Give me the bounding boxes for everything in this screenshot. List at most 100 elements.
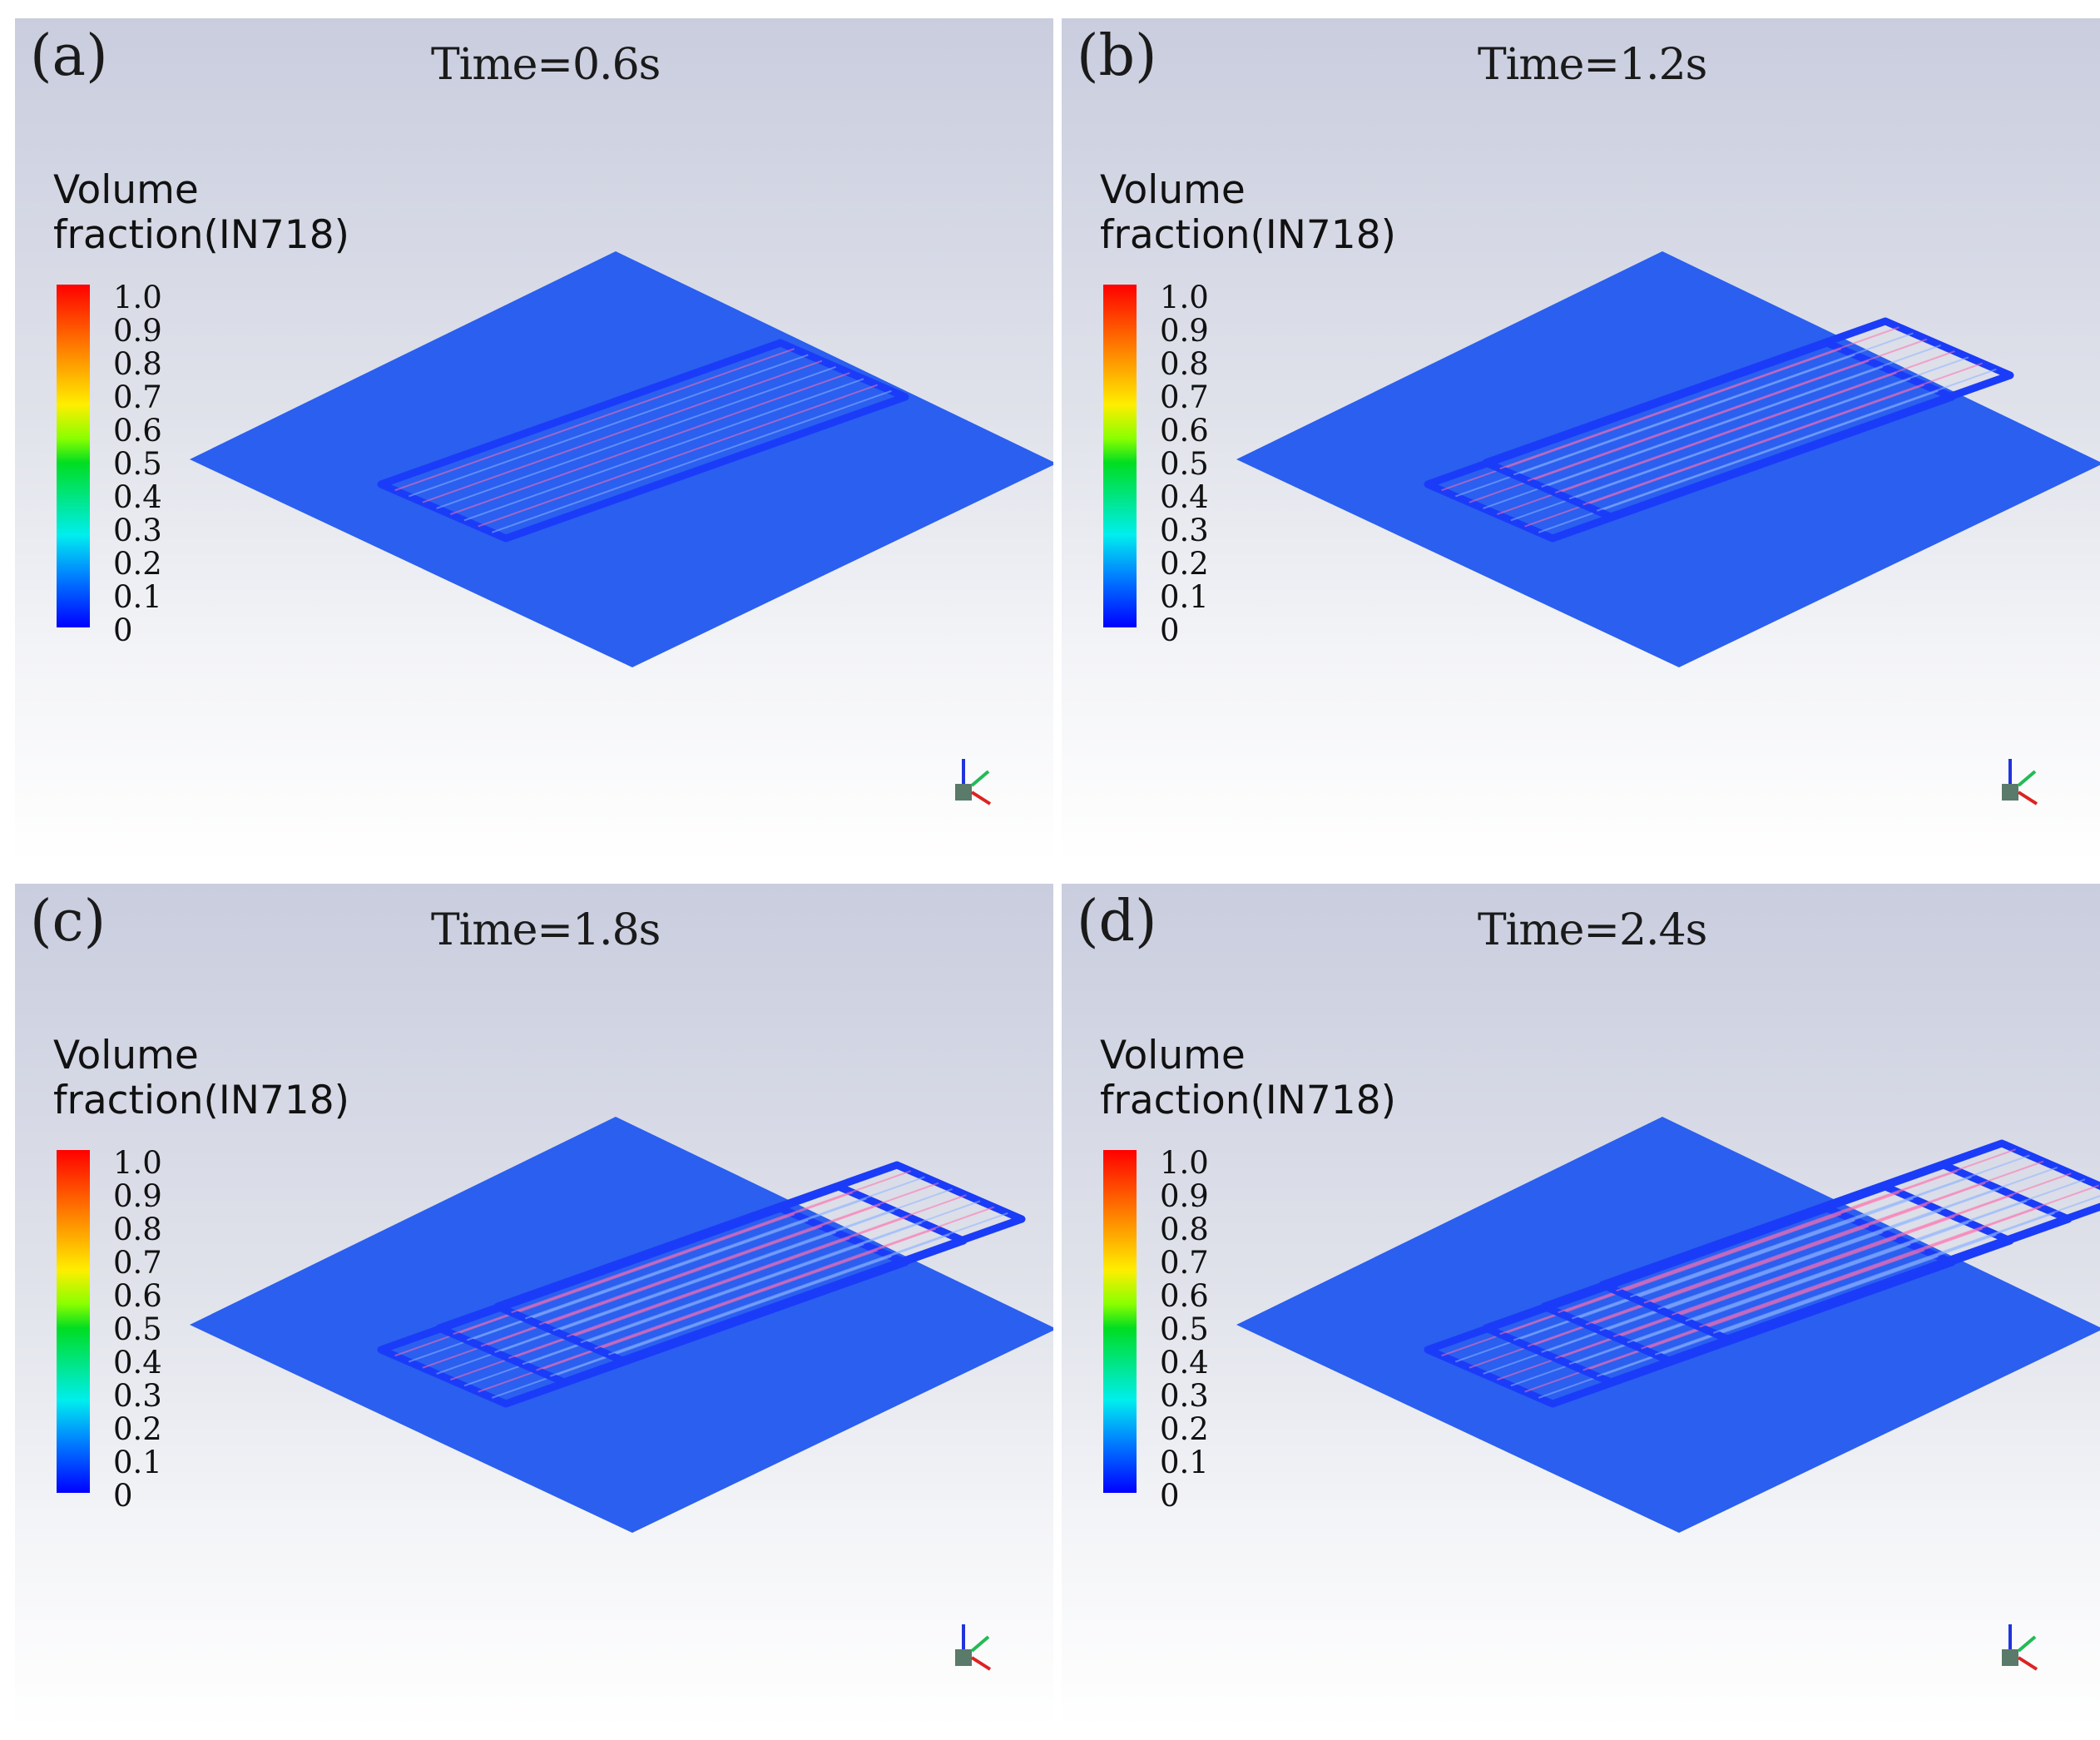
colorbar-tick: 0 (1160, 612, 1180, 648)
colorbar (57, 1150, 90, 1493)
time-label: Time=1.8s (431, 905, 661, 955)
triad-box (2002, 784, 2018, 801)
track-hatch (1699, 1184, 2100, 1328)
colorbar-title-line1: Volume (53, 167, 199, 213)
track-hatch (394, 1213, 795, 1357)
track-hatch (480, 1203, 881, 1347)
triad-axis-x (970, 1656, 992, 1671)
track-hatch (494, 1209, 895, 1353)
colorbar-tick: 0.7 (1160, 379, 1209, 415)
track-hatch (1671, 1172, 2072, 1316)
colorbar-title-line2: fraction(IN718) (1100, 1078, 1396, 1123)
colorbar-tick: 0.1 (1160, 579, 1209, 615)
colorbar-tick: 0.5 (1160, 1311, 1209, 1347)
track-hatch (1627, 1200, 2028, 1344)
colorbar-tick: 0.8 (113, 346, 162, 382)
track-hatch (1596, 368, 1997, 512)
track-hatch (1616, 1148, 2017, 1292)
simulation-view (1236, 1117, 2100, 1671)
panel-label: (a) (30, 23, 108, 89)
track-hatch (594, 1206, 995, 1350)
track-hatch (1582, 362, 1984, 506)
track-hatch (1496, 372, 1897, 516)
track-hatch (1513, 1197, 1914, 1341)
track-hatch (1510, 1243, 1911, 1387)
colorbar-tick: 0.9 (1160, 313, 1209, 349)
colorbar-tick: 1.0 (1160, 280, 1209, 315)
triad-axis-y (2017, 1635, 2037, 1653)
colorbar-tick: 1.0 (113, 280, 162, 315)
colorbar-tick: 0 (1160, 1478, 1180, 1514)
track-hatch (463, 1243, 864, 1387)
track-hatch (1499, 326, 1900, 470)
deposited-track (1598, 1139, 2100, 1343)
track-hatch (552, 1187, 953, 1331)
colorbar-tick: 0 (113, 612, 133, 648)
track-hatch (1654, 1212, 2055, 1356)
colorbar-tick: 0.6 (1160, 413, 1209, 449)
deposited-track (493, 1161, 1026, 1365)
colorbar-tick: 0.7 (113, 379, 162, 415)
track-hatch (466, 1197, 867, 1341)
colorbar-tick: 0.2 (113, 1411, 162, 1447)
track-hatch (1483, 365, 1884, 509)
colorbar-ticks: 1.0 0.9 0.8 0.7 0.6 0.5 0.4 0.3 0.2 0.1 … (113, 1147, 162, 1513)
colorbar-title: Volume fraction(IN718) (1100, 1034, 1396, 1123)
track-outline (1598, 1139, 2100, 1343)
track-hatch (422, 359, 823, 503)
track-hatch (1538, 389, 1939, 533)
track-hatch (1483, 1231, 1884, 1375)
track-hatch (463, 378, 864, 522)
track-hatch (1643, 1160, 2044, 1304)
triad-box (955, 1649, 972, 1666)
simulation-view (190, 1117, 1053, 1671)
colorbar-tick: 0.7 (1160, 1245, 1209, 1281)
colorbar-tick: 0.4 (113, 479, 162, 515)
track-hatch (508, 1216, 909, 1360)
track-hatch (449, 372, 850, 516)
colorbar-tick: 1.0 (1160, 1145, 1209, 1181)
colorbar (57, 285, 90, 627)
track-hatch (1454, 1219, 1855, 1363)
panel-label: (c) (30, 889, 106, 954)
colorbar-title: Volume fraction(IN718) (53, 168, 349, 258)
substrate-plate (190, 1117, 1053, 1533)
track-hatch (1527, 338, 1928, 482)
track-hatch (538, 1182, 939, 1326)
colorbar-tick: 1.0 (113, 1145, 162, 1181)
colorbar-tick: 0.9 (113, 313, 162, 349)
colorbar-ticks: 1.0 0.9 0.8 0.7 0.6 0.5 0.4 0.3 0.2 0.1 … (1160, 1147, 1209, 1513)
colorbar (1103, 1150, 1137, 1493)
colorbar-tick: 0.3 (1160, 1378, 1209, 1414)
colorbar-tick: 0.8 (1160, 1212, 1209, 1247)
triad-box (2002, 1649, 2018, 1666)
track-hatch (491, 1255, 892, 1399)
track-hatch (436, 365, 837, 509)
track-hatch (1685, 1178, 2086, 1322)
colorbar-tick: 0.8 (113, 1212, 162, 1247)
track-hatch (478, 384, 879, 528)
track-hatch (1629, 1154, 2030, 1298)
track-hatch (1568, 1222, 1969, 1366)
track-hatch (1524, 1249, 1925, 1393)
panel-label: (d) (1077, 889, 1157, 954)
track-hatch (1499, 1192, 1900, 1336)
track-hatch (1599, 1187, 2000, 1331)
track-hatch (1524, 384, 1925, 528)
triad-axis-y (970, 1635, 990, 1653)
track-hatch (1541, 344, 1942, 488)
colorbar-tick: 0.4 (113, 1345, 162, 1381)
panel-a: (a) Time=0.6s Volume fraction(IN718) 1.0… (15, 18, 1053, 864)
track-hatch (1513, 332, 1914, 476)
triad-axis-x (970, 791, 992, 806)
track-hatch (1441, 348, 1842, 492)
track-outline (493, 1161, 1026, 1365)
track-hatch (1612, 1194, 2013, 1338)
colorbar-tick: 0.9 (1160, 1178, 1209, 1214)
colorbar-title: Volume fraction(IN718) (53, 1034, 349, 1123)
triad-box (955, 784, 972, 801)
colorbar-title-line2: fraction(IN718) (53, 1078, 349, 1123)
colorbar-tick: 0.1 (1160, 1445, 1209, 1480)
axis-triad-icon (955, 759, 992, 806)
panel-label: (b) (1077, 23, 1157, 89)
